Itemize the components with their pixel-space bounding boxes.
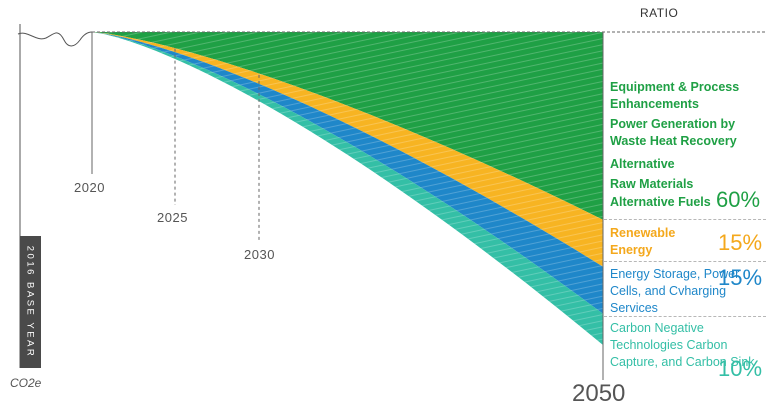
label-waste-heat: Power Generation by Waste Heat Recovery	[610, 117, 737, 148]
pct-yellow: 15%	[718, 230, 763, 255]
year-label-2020: 2020	[74, 180, 105, 195]
separator-2	[604, 261, 766, 262]
label-renewable: Renewable Energy	[610, 226, 676, 257]
separator-3	[604, 316, 766, 317]
chart-lines	[17, 24, 765, 380]
pct-teal: 10%	[718, 356, 763, 381]
label-equipment-process: Equipment & Process Enhancements	[610, 80, 740, 111]
label-alt-raw-materials: Alternative Raw Materials	[610, 157, 694, 191]
year-label-2025: 2025	[157, 210, 188, 225]
reduction-wedges	[92, 32, 603, 345]
year-label-2050: 2050	[572, 380, 626, 407]
pct-green: 60%	[716, 187, 761, 212]
year-label-2030: 2030	[244, 247, 275, 262]
label-carbon-negative: Carbon Negative Technologies Carbon Capt…	[610, 321, 755, 369]
label-alt-fuels: Alternative Fuels	[610, 195, 711, 209]
ratio-title: RATIO	[640, 6, 679, 20]
historic-emissions-line	[17, 31, 93, 47]
pct-blue: 15%	[718, 265, 763, 290]
base-year-label: 2016 BASE YEAR	[24, 245, 36, 359]
co2e-label: CO2e	[10, 376, 42, 390]
base-year-bar	[20, 236, 41, 368]
wedge-stripes-green	[92, 32, 603, 220]
separator-1	[604, 219, 766, 220]
label-energy-storage: Energy Storage, Power Cells, and Cvhargi…	[610, 267, 740, 315]
